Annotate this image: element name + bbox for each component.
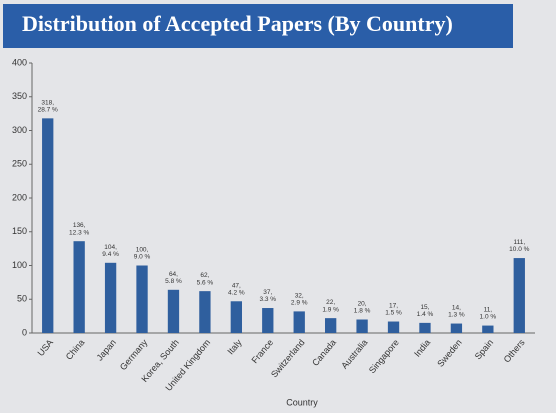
bar [450, 323, 463, 333]
bar [199, 291, 211, 333]
value-label: 37, 3.3 % [259, 289, 276, 303]
bar [513, 258, 525, 333]
y-tick-label: 250 [12, 159, 27, 169]
value-label: 318, 28.7 % [38, 99, 58, 113]
bar [104, 262, 117, 333]
bar [482, 325, 494, 333]
value-label: 15, 1.4 % [417, 304, 434, 318]
value-label: 62, 5.6 % [197, 272, 214, 286]
bar [419, 322, 431, 333]
x-axis-title: Country [286, 397, 318, 407]
value-label: 22, 1.9 % [322, 299, 339, 313]
value-label: 100, 9.0 % [134, 246, 151, 260]
value-label: 20, 1.8 % [354, 300, 371, 314]
bar [73, 241, 85, 333]
bar [42, 118, 54, 333]
bar [167, 289, 180, 333]
title-banner [3, 4, 513, 48]
y-tick-label: 200 [12, 192, 27, 202]
chart-title: Distribution of Accepted Papers (By Coun… [22, 11, 453, 36]
bar [324, 318, 337, 333]
value-label: 47, 4.2 % [228, 282, 245, 296]
y-tick-label: 150 [12, 226, 27, 236]
y-tick-label: 350 [12, 91, 27, 101]
y-tick-label: 0 [22, 327, 27, 337]
bar [387, 321, 400, 333]
value-label: 136, 12.3 % [69, 222, 89, 236]
value-label: 11, 1.0 % [480, 306, 497, 320]
value-label: 32, 2.9 % [291, 292, 308, 306]
y-tick-label: 300 [12, 125, 27, 135]
bar [262, 308, 274, 333]
bar [293, 311, 305, 333]
value-label: 17, 1.5 % [385, 302, 402, 316]
value-label: 111, 10.0 % [509, 239, 529, 253]
bar [230, 301, 243, 333]
y-tick-label: 400 [12, 57, 27, 67]
value-label: 14, 1.3 % [448, 304, 465, 318]
value-label: 104, 9.4 % [102, 244, 119, 258]
y-tick-label: 100 [12, 260, 27, 270]
value-label: 64, 5.8 % [165, 271, 182, 285]
bar [356, 319, 368, 333]
y-tick-label: 50 [17, 294, 27, 304]
bar [136, 265, 148, 333]
